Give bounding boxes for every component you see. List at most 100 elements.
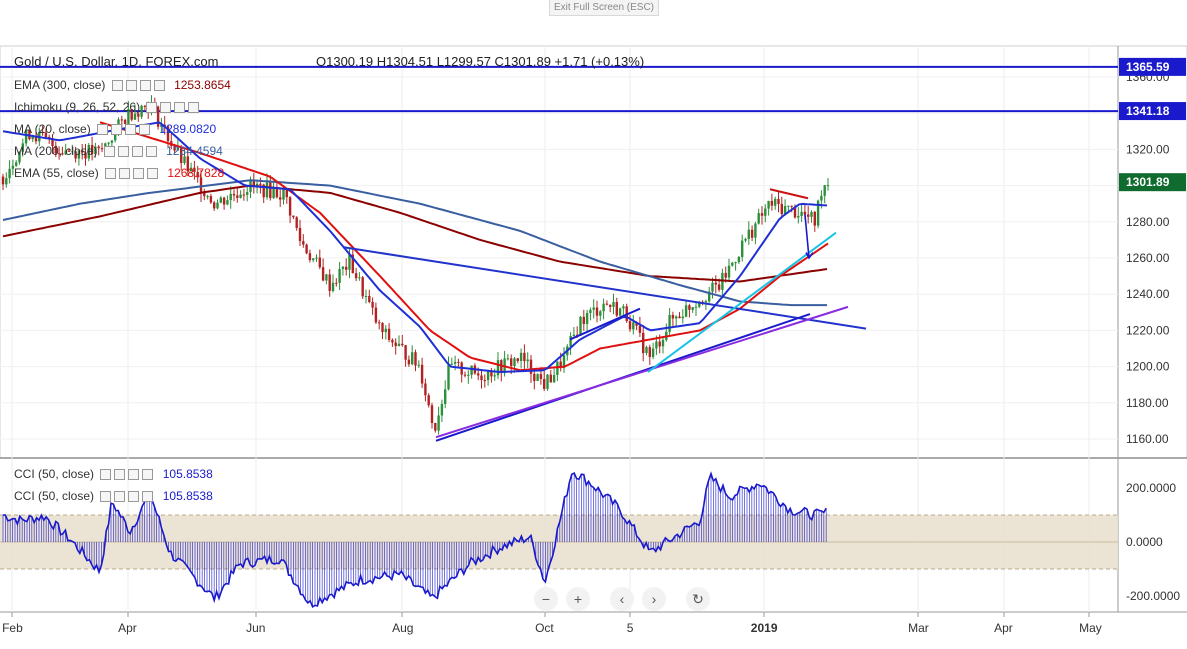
time-label: Apr — [118, 621, 137, 635]
candle-body — [133, 113, 137, 120]
indicator-ema55[interactable]: EMA (55, close) 1268.7828 — [14, 166, 224, 180]
candle-body — [358, 277, 361, 279]
candle-body — [262, 184, 265, 198]
exit-fullscreen-button[interactable]: Exit Full Screen (ESC) — [549, 0, 659, 16]
close-icon[interactable] — [142, 491, 154, 503]
candle-body — [609, 304, 612, 307]
pattern-line-red — [769, 188, 809, 200]
settings-icon[interactable] — [114, 469, 126, 481]
candle-body — [242, 194, 246, 196]
candle-body — [219, 197, 222, 203]
candle-body — [345, 266, 348, 270]
settings-icon[interactable] — [114, 491, 126, 503]
candle-body — [797, 215, 800, 218]
candle-body — [813, 211, 816, 226]
candle-body — [615, 301, 618, 316]
candle-body — [823, 185, 826, 196]
indicator-ichimoku[interactable]: Ichimoku (9, 26, 52, 26) — [14, 100, 200, 114]
candle-body — [648, 347, 651, 357]
close-icon[interactable] — [153, 80, 165, 92]
close-icon[interactable] — [147, 168, 159, 180]
scroll-right-button[interactable]: › — [642, 587, 666, 611]
candle-body — [31, 135, 34, 140]
more-icon[interactable] — [139, 80, 151, 92]
settings-icon[interactable] — [111, 124, 123, 136]
candle-body — [767, 200, 770, 209]
candle-body — [414, 352, 417, 366]
candle-body — [579, 316, 582, 336]
eye-icon[interactable] — [146, 102, 158, 114]
candle-body — [199, 177, 203, 194]
candle-body — [642, 332, 645, 354]
eye-icon[interactable] — [105, 168, 117, 180]
candle-body — [691, 307, 694, 310]
more-icon[interactable] — [133, 168, 145, 180]
more-icon[interactable] — [128, 491, 140, 503]
candle-body — [774, 198, 777, 206]
indicator-value: 1253.8654 — [174, 78, 231, 92]
candle-body — [595, 307, 599, 316]
eye-icon[interactable] — [100, 469, 112, 481]
level-tag-1-bg — [1119, 57, 1186, 76]
settings-icon[interactable] — [119, 168, 131, 180]
candle-body — [193, 167, 196, 173]
scroll-left-button[interactable]: ‹ — [610, 587, 634, 611]
cci-line — [3, 471, 827, 608]
candle-body — [592, 307, 595, 310]
candle-body — [130, 109, 133, 120]
candle-body — [394, 342, 397, 347]
channel-line — [569, 307, 641, 341]
cci-legend-2[interactable]: CCI (50, close) 105.8538 — [14, 489, 213, 503]
zoom-out-button[interactable]: − — [534, 587, 558, 611]
candle-body — [826, 185, 830, 187]
candle-body — [533, 373, 536, 381]
time-label: Feb — [2, 621, 23, 635]
candle-body — [467, 374, 470, 376]
reset-chart-button[interactable]: ↻ — [686, 587, 710, 611]
candle-body — [447, 364, 450, 390]
eye-icon[interactable] — [111, 80, 123, 92]
candle-body — [57, 153, 61, 155]
candle-body — [64, 150, 67, 155]
indicator-label: EMA (55, close) — [14, 166, 99, 180]
more-icon[interactable] — [128, 469, 140, 481]
candle-body — [480, 375, 483, 381]
candle-body — [279, 197, 282, 200]
candle-body — [100, 148, 104, 150]
zoom-in-button[interactable]: + — [566, 587, 590, 611]
eye-icon[interactable] — [103, 146, 115, 158]
close-icon[interactable] — [145, 146, 157, 158]
close-icon[interactable] — [142, 469, 154, 481]
indicator-label: MA (20, close) — [14, 122, 91, 136]
more-icon[interactable] — [131, 146, 143, 158]
more-icon[interactable] — [125, 124, 137, 136]
eye-icon[interactable] — [97, 124, 109, 136]
settings-icon[interactable] — [125, 80, 137, 92]
settings-icon[interactable] — [160, 102, 172, 114]
level-tag-1: 1365.59 — [1126, 60, 1170, 74]
more-icon[interactable] — [174, 102, 186, 114]
settings-icon[interactable] — [117, 146, 129, 158]
eye-icon[interactable] — [100, 491, 112, 503]
candle-body — [338, 268, 341, 283]
candle-body — [556, 361, 559, 375]
candle-body — [572, 334, 576, 337]
candle-body — [477, 373, 480, 376]
cci-tick-label: 0.0000 — [1126, 535, 1163, 549]
candle-body — [529, 359, 533, 374]
candle-body — [645, 347, 648, 354]
cci-panel[interactable] — [0, 471, 1118, 608]
indicator-ema300[interactable]: EMA (300, close) 1253.8654 — [14, 78, 231, 92]
close-icon[interactable] — [188, 102, 200, 114]
indicator-ma200[interactable]: MA (200, close) 1234.4594 — [14, 144, 223, 158]
indicator-ma20[interactable]: MA (20, close) 1289.0820 — [14, 122, 216, 136]
ema55-line — [99, 121, 829, 372]
candle-body — [427, 395, 430, 406]
candle-body — [513, 358, 516, 366]
last-price-tag: 1301.89 — [1126, 175, 1170, 189]
close-icon[interactable] — [139, 124, 151, 136]
candle-body — [741, 240, 744, 257]
candle-body — [203, 193, 206, 197]
cci-legend-1[interactable]: CCI (50, close) 105.8538 — [14, 467, 213, 481]
